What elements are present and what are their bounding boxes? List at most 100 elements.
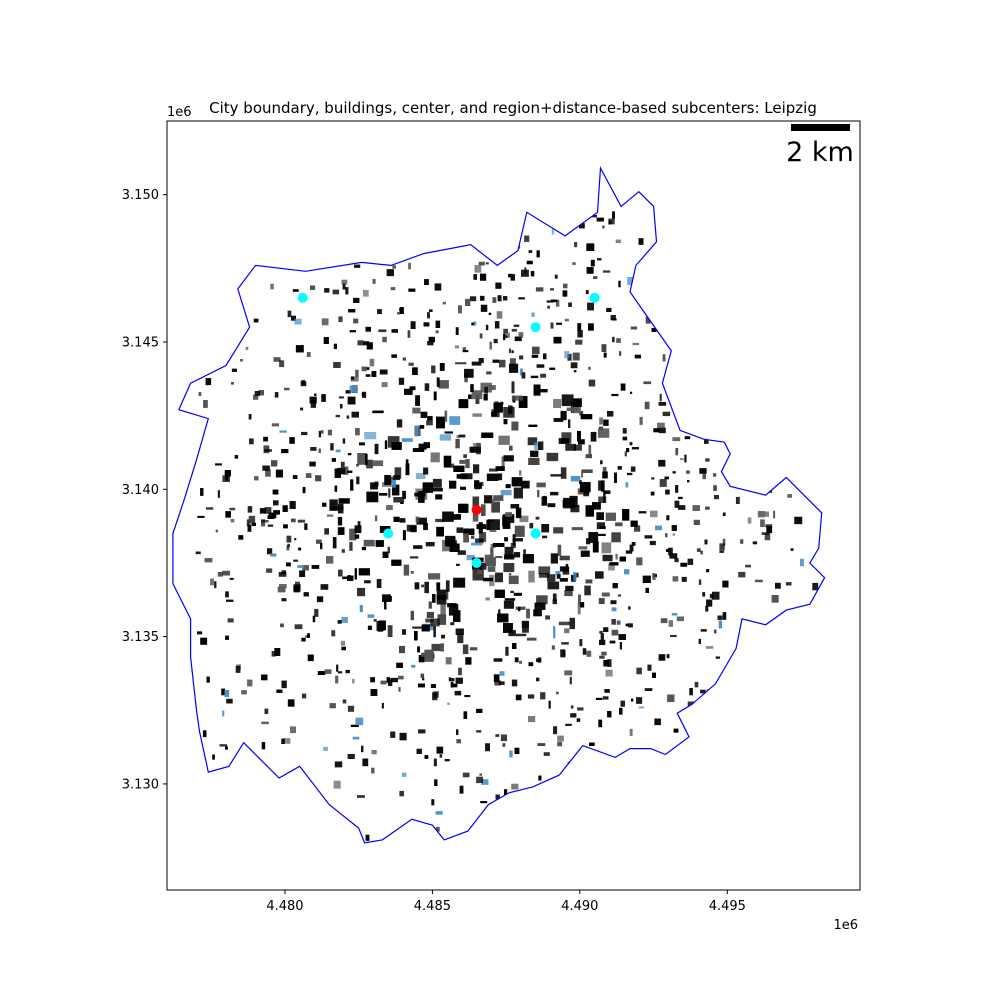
building xyxy=(620,383,626,391)
building xyxy=(674,558,679,563)
building xyxy=(550,491,559,496)
building xyxy=(316,539,322,544)
building xyxy=(722,512,726,516)
building xyxy=(399,518,406,523)
building xyxy=(546,452,559,462)
building xyxy=(438,380,449,389)
building xyxy=(496,311,503,319)
building xyxy=(573,444,582,451)
building xyxy=(340,461,345,468)
building xyxy=(286,562,291,567)
building xyxy=(219,744,228,747)
building xyxy=(284,387,290,391)
building xyxy=(302,565,309,571)
building xyxy=(675,448,679,456)
building xyxy=(462,644,469,655)
building xyxy=(492,543,505,547)
building xyxy=(569,676,572,685)
building xyxy=(449,416,461,425)
building xyxy=(326,556,334,564)
building xyxy=(675,485,679,493)
building xyxy=(436,526,444,537)
building xyxy=(678,505,686,510)
building xyxy=(221,688,225,696)
building xyxy=(459,785,464,794)
building xyxy=(198,392,202,396)
building xyxy=(698,579,702,585)
building xyxy=(589,742,595,746)
building xyxy=(379,369,388,375)
building xyxy=(479,562,487,570)
building xyxy=(436,746,444,754)
building xyxy=(215,529,218,533)
building xyxy=(273,357,281,362)
building xyxy=(531,312,535,317)
building xyxy=(342,576,348,580)
building xyxy=(414,582,420,590)
x-tick-label: 4.480 xyxy=(266,899,303,914)
building xyxy=(596,533,606,536)
building xyxy=(384,598,387,610)
building xyxy=(355,428,360,436)
building xyxy=(402,490,406,499)
building xyxy=(570,713,577,718)
building xyxy=(338,498,350,504)
building xyxy=(585,579,593,584)
building xyxy=(536,364,545,368)
y-tick-label: 3.130 xyxy=(122,777,159,792)
building xyxy=(485,324,489,331)
building xyxy=(568,419,571,429)
building xyxy=(310,285,316,290)
building xyxy=(485,597,490,601)
building xyxy=(511,328,517,332)
building xyxy=(503,623,513,633)
building xyxy=(611,318,617,321)
building xyxy=(527,437,538,446)
building xyxy=(457,550,466,555)
building xyxy=(386,677,390,683)
building xyxy=(787,494,792,498)
building xyxy=(416,517,427,525)
building xyxy=(503,563,515,573)
building xyxy=(705,458,710,462)
building xyxy=(347,470,353,473)
building xyxy=(424,755,429,759)
building xyxy=(636,697,643,704)
building xyxy=(530,375,539,379)
building xyxy=(555,691,559,695)
building xyxy=(649,540,656,546)
building xyxy=(580,602,585,608)
building xyxy=(551,228,555,235)
building xyxy=(353,297,360,303)
building xyxy=(253,394,259,400)
building xyxy=(700,629,707,632)
building xyxy=(666,515,670,521)
building xyxy=(586,538,591,545)
building xyxy=(453,465,465,472)
building xyxy=(505,512,512,517)
building xyxy=(354,525,362,533)
building xyxy=(301,637,306,642)
building xyxy=(571,527,583,531)
building xyxy=(534,602,546,610)
building xyxy=(474,265,482,273)
building xyxy=(305,473,312,478)
building xyxy=(323,337,329,344)
building xyxy=(608,220,612,225)
building xyxy=(292,475,298,479)
building xyxy=(705,506,710,510)
building xyxy=(436,416,445,429)
building xyxy=(361,546,366,551)
building xyxy=(717,615,723,620)
building xyxy=(600,460,603,465)
building xyxy=(764,533,771,541)
building xyxy=(680,562,688,567)
building xyxy=(349,330,356,333)
building xyxy=(722,580,729,588)
building xyxy=(615,239,621,244)
building xyxy=(464,368,474,378)
building xyxy=(294,624,303,630)
building xyxy=(333,506,344,510)
building xyxy=(638,238,644,245)
y-offset-label: 1e6 xyxy=(167,105,192,120)
